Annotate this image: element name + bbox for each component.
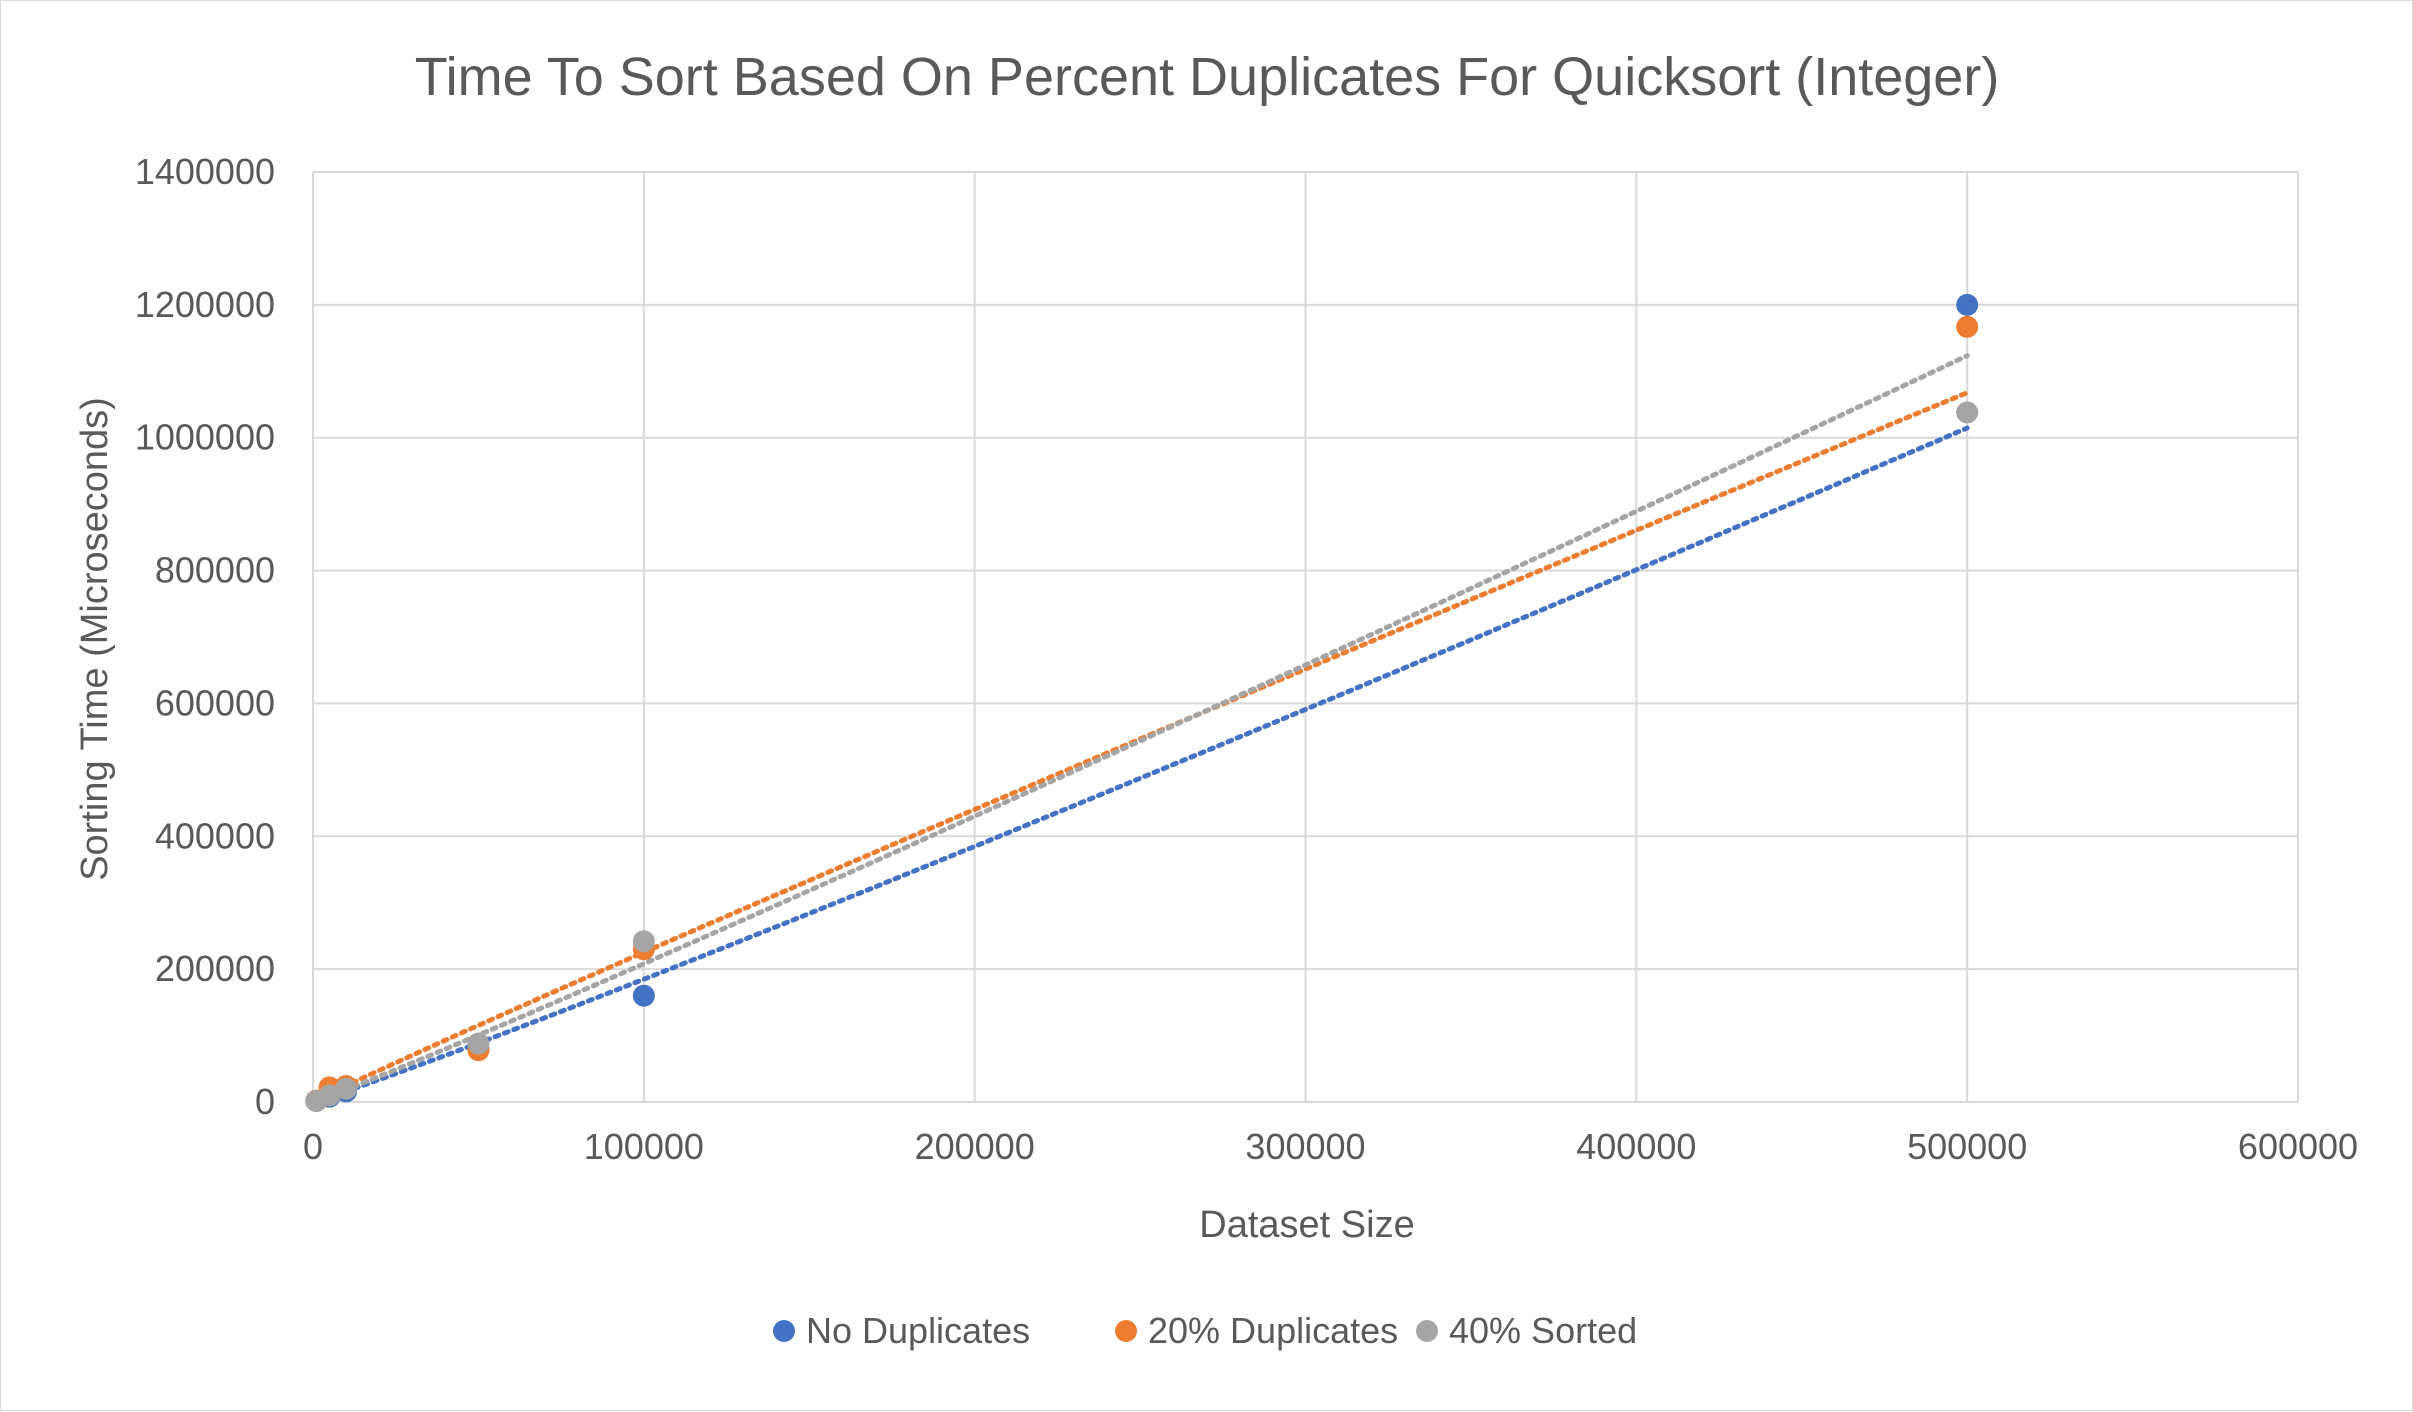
x-tick-label: 200000 — [915, 1126, 1035, 1167]
trendlines — [313, 353, 1970, 1104]
data-point — [632, 930, 655, 953]
trendline — [313, 353, 1970, 1104]
y-tick-label: 600000 — [155, 682, 275, 723]
legend-marker — [1416, 1320, 1438, 1342]
legend-label: 40% Sorted — [1449, 1310, 1637, 1351]
y-tick-label: 0 — [255, 1081, 275, 1122]
data-point — [335, 1077, 358, 1100]
y-tick-label: 400000 — [155, 815, 275, 856]
legend-label: No Duplicates — [806, 1310, 1030, 1351]
data-point — [467, 1032, 490, 1055]
data-points — [305, 293, 1979, 1113]
x-tick-label: 600000 — [2238, 1126, 2358, 1167]
legend-label: 20% Duplicates — [1148, 1310, 1398, 1351]
x-axis-ticks: 0 100000 200000 300000 400000 500000 600000 — [303, 1126, 2358, 1167]
y-axis-title: Sorting Time (Microseconds) — [74, 397, 116, 881]
y-axis-ticks: 0 200000 400000 600000 800000 1000000 1200000 1… — [135, 151, 275, 1122]
data-point — [632, 984, 655, 1007]
y-tick-label: 1400000 — [135, 151, 275, 192]
x-tick-label: 100000 — [584, 1126, 704, 1167]
y-tick-label: 1200000 — [135, 284, 275, 325]
y-tick-label: 1000000 — [135, 417, 275, 458]
x-axis-title: Dataset Size — [1199, 1204, 1414, 1246]
x-tick-label: 300000 — [1245, 1126, 1365, 1167]
legend-marker — [773, 1320, 795, 1342]
chart-title: Time To Sort Based On Percent Duplicates… — [415, 47, 2000, 107]
data-point — [318, 1084, 341, 1107]
y-tick-label: 200000 — [155, 948, 275, 989]
y-tick-label: 800000 — [155, 550, 275, 591]
gridlines — [312, 171, 2299, 1103]
data-point — [1956, 401, 1979, 424]
x-tick-label: 0 — [303, 1126, 323, 1167]
data-point — [1956, 293, 1979, 316]
legend: No Duplicates 20% Duplicates 40% Sorted — [773, 1310, 1637, 1351]
x-tick-label: 400000 — [1576, 1126, 1696, 1167]
data-point — [1956, 315, 1979, 338]
trendline — [313, 425, 1970, 1104]
legend-marker — [1115, 1320, 1137, 1342]
trendline — [313, 390, 1970, 1103]
x-tick-label: 500000 — [1907, 1126, 2027, 1167]
